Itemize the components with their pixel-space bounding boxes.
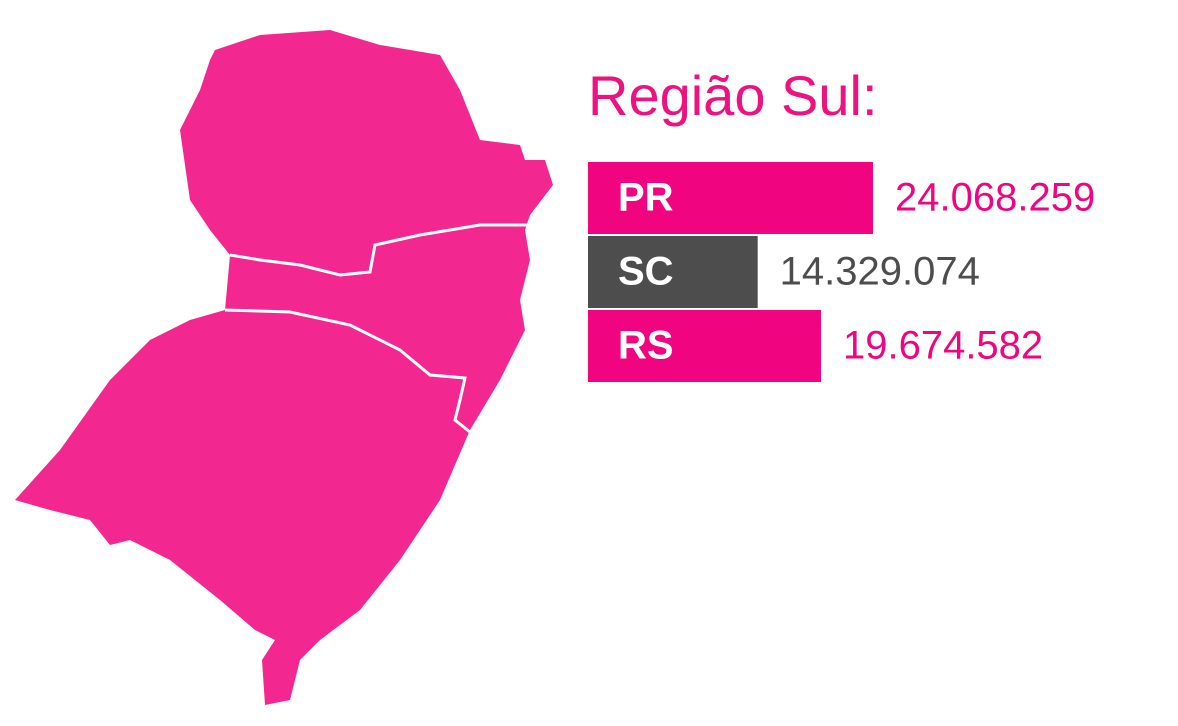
south-region-map (15, 30, 553, 705)
bar (588, 162, 873, 234)
bar (588, 310, 821, 382)
category-label: SC (618, 250, 674, 294)
chart-title: Região Sul: (588, 64, 878, 127)
state-border (229, 223, 530, 277)
state-border (224, 308, 471, 434)
value-label: 24.068.259 (895, 176, 1095, 220)
value-label: 14.329.074 (780, 250, 980, 294)
value-label: 19.674.582 (843, 324, 1043, 368)
category-label: PR (618, 176, 674, 220)
bar (588, 236, 758, 308)
region-outline (15, 30, 553, 705)
category-label: RS (618, 324, 674, 368)
